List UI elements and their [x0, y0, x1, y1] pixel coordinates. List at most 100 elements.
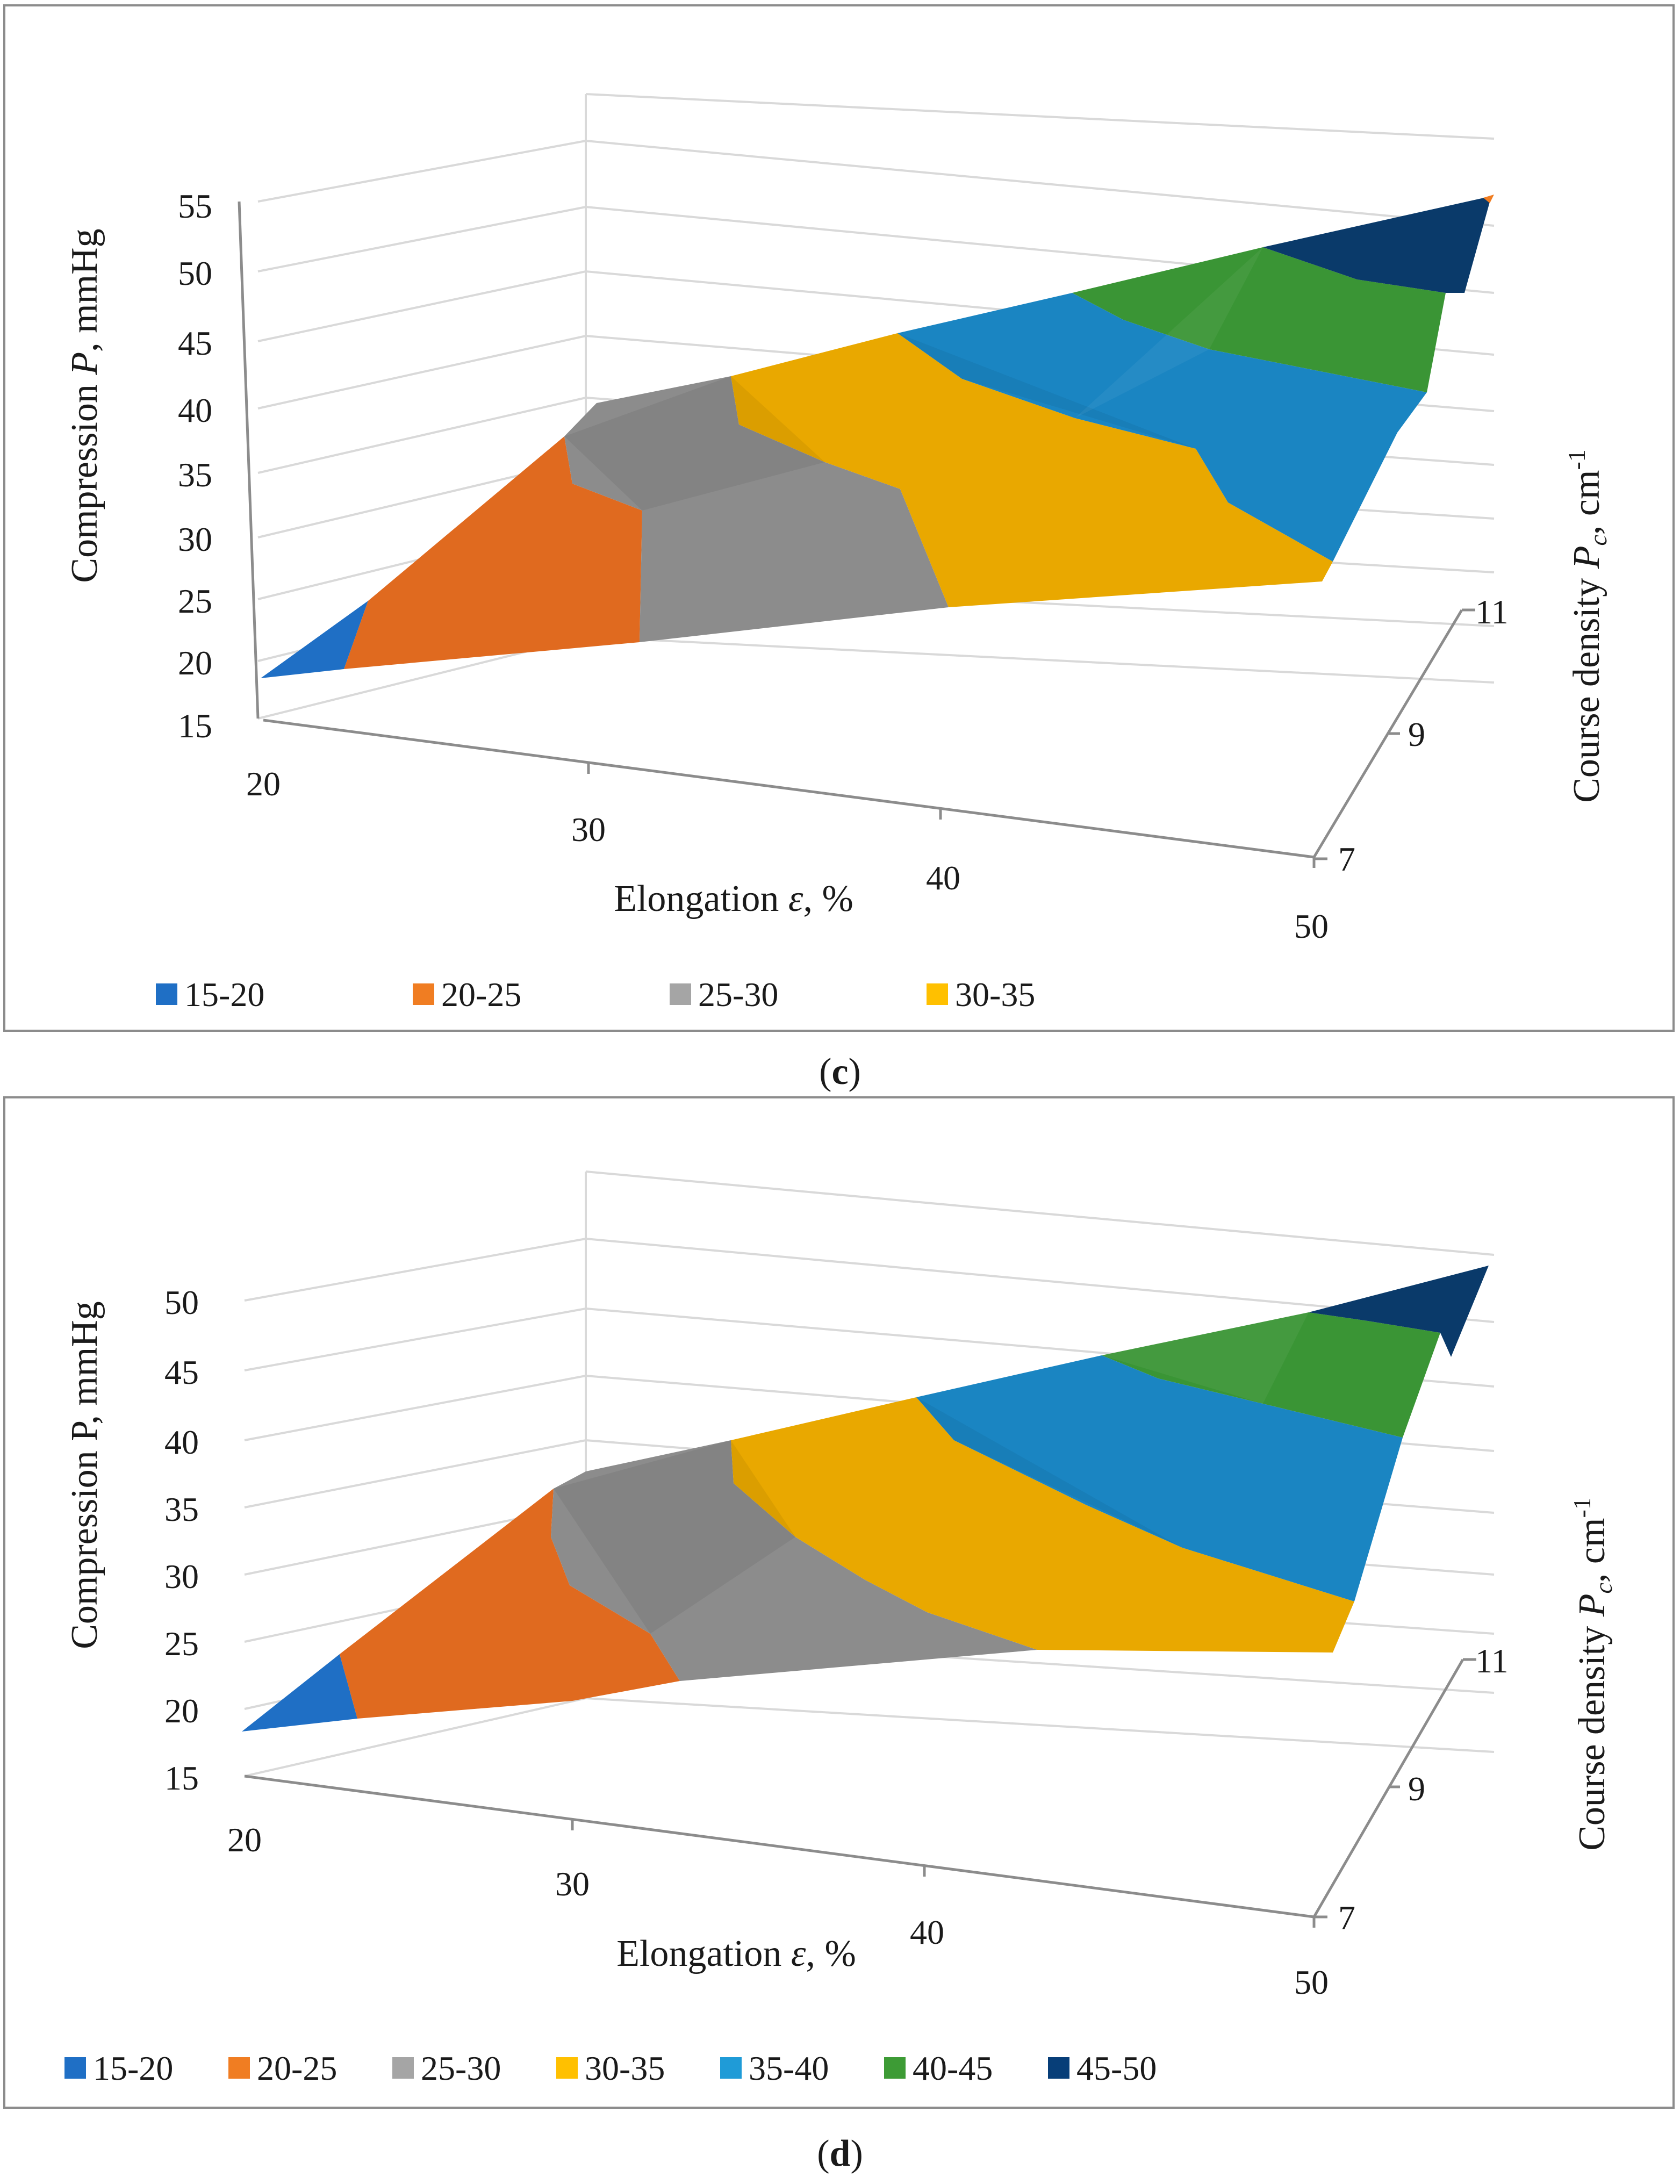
z-tick-label: 30 [178, 520, 212, 558]
legend-label: 15-20 [184, 975, 264, 1014]
x-axis-title: Elongation ε, % [614, 878, 853, 919]
legend-swatch [720, 2057, 742, 2079]
surface-band-45-50 [1309, 1266, 1489, 1357]
x-axis-line [263, 719, 1315, 859]
x-tick-label: 30 [571, 810, 606, 849]
chart-frame [3, 4, 1675, 1032]
surface-band-20-25 [340, 1489, 680, 1719]
x-tick-label: 40 [910, 1913, 944, 1951]
chart-panel-c: 15 20 25 30 35 40 45 50 55 20 30 40 50 7… [3, 4, 1675, 1093]
z-tick-label: 15 [178, 707, 212, 745]
legend-swatch [884, 2057, 906, 2079]
panel-caption: (d) [817, 2133, 863, 2174]
legend-swatch [556, 2057, 578, 2079]
x-tick-label: 20 [227, 1821, 262, 1859]
legend-swatch [413, 983, 434, 1005]
gridline-z50 [244, 1237, 1495, 1323]
z-tick-label: 20 [164, 1692, 199, 1730]
legend-label: 35-40 [749, 2049, 829, 2087]
x-axis-title: Elongation ε, % [616, 1933, 856, 1974]
surface-band-25-30 [564, 376, 949, 642]
z-axis-title: Compression P, mmHg [64, 228, 105, 583]
surface [261, 195, 1494, 678]
legend-label: 25-30 [421, 2049, 501, 2087]
y-tick-label: 9 [1408, 715, 1425, 753]
legend-label: 20-25 [441, 975, 521, 1014]
legend-swatch [156, 983, 177, 1005]
surface-band-20-25 [344, 436, 642, 669]
x-tick-labels: 20 30 40 50 [227, 1821, 1329, 2001]
x-tick-label: 50 [1294, 907, 1329, 945]
surface [242, 1266, 1489, 1732]
z-tick-label: 40 [178, 391, 212, 429]
z-tick-label: 20 [178, 644, 212, 682]
z-axis-line [238, 201, 260, 719]
surface-band-15-20 [242, 1654, 357, 1732]
z-tick-label: 15 [164, 1759, 199, 1797]
y-axis-title: Course density Pc, cm-1 [1563, 449, 1612, 803]
legend-label: 20-25 [257, 2049, 337, 2087]
y-tick-label: 7 [1338, 840, 1355, 878]
panel-caption: (c) [819, 1051, 861, 1093]
surface-band-35-40 [898, 293, 1427, 562]
z-tick-label: 30 [164, 1557, 199, 1596]
gridline-top [585, 93, 1495, 140]
y-tick-labels: 7 9 11 [1338, 593, 1509, 878]
z-tick-label: 45 [178, 324, 212, 362]
chart-frame [3, 1096, 1675, 2109]
surface-band-15-20 [261, 601, 368, 678]
gridline-z55 [257, 139, 1495, 227]
z-tick-label: 25 [164, 1625, 199, 1663]
axes [238, 201, 1475, 868]
legend-label: 30-35 [585, 2049, 665, 2087]
legend-label: 15-20 [93, 2049, 173, 2087]
legend: 15-20 20-25 25-30 30-35 35-40 40-45 45-5… [64, 2049, 1157, 2087]
gridline-top [585, 1170, 1495, 1256]
x-tick-labels: 20 30 40 50 [246, 765, 1329, 945]
x-axis-line [244, 1775, 1315, 1919]
y-axis-line [1312, 609, 1463, 858]
legend-label: 30-35 [955, 975, 1035, 1014]
surface-tip [1483, 195, 1494, 203]
y-tick-labels: 7 9 11 [1338, 1642, 1509, 1937]
z-tick-label: 35 [178, 456, 212, 494]
surface-band-30-35 [731, 333, 1333, 607]
legend-label: 45-50 [1076, 2049, 1157, 2087]
axes [244, 1658, 1476, 1928]
z-tick-label: 50 [178, 254, 212, 292]
y-tick-label: 7 [1338, 1899, 1355, 1937]
legend-swatch [1048, 2057, 1069, 2079]
y-axis-title: Course density Pc, cm-1 [1568, 1497, 1617, 1851]
x-tick-label: 50 [1294, 1963, 1329, 2001]
legend-swatch [64, 2057, 86, 2079]
z-tick-label: 35 [164, 1490, 199, 1528]
surface-band-40-45 [1072, 247, 1446, 392]
z-axis-title: Compression P, mmHg [64, 1301, 105, 1649]
z-tick-label: 25 [178, 582, 212, 620]
legend-label: 40-45 [913, 2049, 993, 2087]
surface-band-25-30 [551, 1440, 1037, 1681]
z-tick-label: 45 [164, 1353, 199, 1391]
z-tick-labels: 15 20 25 30 35 40 45 50 55 [178, 187, 212, 745]
z-tick-label: 55 [178, 187, 212, 225]
z-tick-label: 50 [164, 1283, 199, 1321]
legend: 15-20 20-25 25-30 30-35 [156, 975, 1035, 1014]
legend-swatch [392, 2057, 414, 2079]
y-tick-label: 11 [1475, 593, 1509, 631]
z-tick-label: 40 [164, 1423, 199, 1461]
legend-swatch [927, 983, 948, 1005]
legend-swatch [228, 2057, 250, 2079]
surface-band-30-35 [731, 1397, 1354, 1653]
z-tick-labels: 15 20 25 30 35 40 45 50 [164, 1283, 199, 1797]
surface-band-45-50 [1263, 196, 1491, 293]
surface-band-35-40 [916, 1355, 1403, 1601]
y-tick-label: 11 [1475, 1642, 1509, 1680]
y-tick-label: 9 [1408, 1770, 1425, 1808]
legend-label: 25-30 [698, 975, 778, 1014]
x-tick-label: 20 [246, 765, 281, 803]
chart-panel-d: 15 20 25 30 35 40 45 50 20 30 40 50 7 9 … [3, 1096, 1675, 2174]
x-tick-label: 30 [555, 1865, 590, 1903]
surface-band-40-45 [1102, 1312, 1440, 1438]
legend-swatch [670, 983, 691, 1005]
